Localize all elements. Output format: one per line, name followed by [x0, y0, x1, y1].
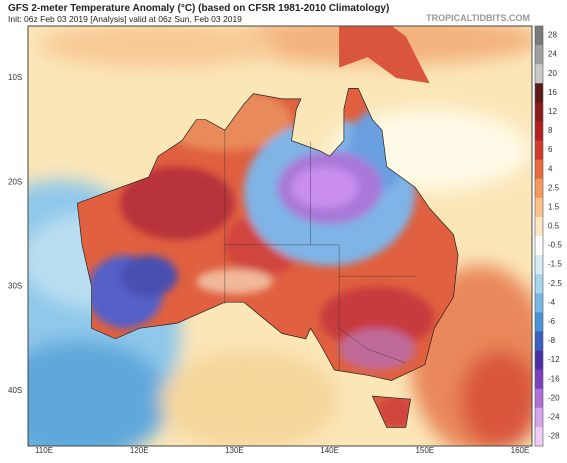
longitude-label: 130E — [225, 446, 244, 455]
colorbar-swatch — [535, 64, 543, 84]
colorbar-label: -20 — [548, 393, 560, 402]
colorbar-label: -2.5 — [548, 279, 562, 288]
anomaly-patch — [120, 166, 235, 240]
anomaly-patch — [120, 255, 178, 298]
longitude-label: 150E — [415, 446, 434, 455]
colorbar-swatch — [535, 102, 543, 122]
colorbar-label: 8 — [548, 126, 553, 135]
colorbar-label: 12 — [548, 107, 557, 116]
colorbar-swatch — [535, 255, 543, 275]
coastline — [76, 88, 459, 428]
colorbar-label: 6 — [548, 145, 553, 154]
colorbar-swatch — [535, 426, 543, 447]
colorbar-label: -1.5 — [548, 260, 562, 269]
colorbar-label: 20 — [548, 69, 557, 78]
land-blur — [86, 88, 435, 428]
latitude-label: 40S — [8, 386, 22, 395]
colorbar-label: 28 — [548, 31, 557, 40]
longitude-label: 140E — [320, 446, 339, 455]
anomaly-patch — [377, 396, 416, 428]
colorbar-label: -28 — [548, 432, 560, 441]
colorbar-label: -24 — [548, 412, 560, 421]
latitude-label: 30S — [8, 282, 22, 291]
colorbar-swatch — [535, 407, 543, 428]
map-frame — [27, 25, 533, 447]
state-border — [339, 328, 406, 363]
colorbar-swatch — [535, 140, 543, 161]
longitude-label: 120E — [130, 446, 149, 455]
anomaly-patch — [291, 166, 359, 209]
ocean-patch — [460, 350, 532, 446]
longitude-label: 160E — [511, 446, 530, 455]
colorbar-swatch — [535, 216, 543, 237]
colorbar-label: -0.5 — [548, 241, 562, 250]
new-guinea — [339, 26, 430, 84]
anomaly-patch — [320, 286, 435, 350]
colorbar-label: 2.5 — [548, 183, 560, 192]
map-area — [28, 26, 532, 446]
colorbar-label: -12 — [548, 355, 560, 364]
anomaly-patch — [339, 328, 416, 371]
colorbar-label: -6 — [548, 317, 556, 326]
state-border — [310, 141, 340, 371]
colorbar-label: 4 — [548, 164, 553, 173]
ocean-patch — [160, 350, 340, 446]
title: GFS 2-meter Temperature Anomaly (°C) (ba… — [8, 3, 389, 14]
ocean-patch — [28, 340, 170, 446]
colorbar-swatch — [535, 350, 543, 371]
longitude-label: 110E — [35, 446, 53, 455]
colorbar: 28 24 20 16 12 8 6 4 2.5 1.5 0.5 -0.5 -1.5 -2.5 -4 -6 -8… — [534, 25, 562, 447]
colorbar-swatch — [535, 45, 543, 65]
colorbar-swatch — [535, 26, 543, 46]
colorbar-label: 16 — [548, 88, 557, 97]
colorbar-label: 24 — [548, 50, 557, 59]
colorbar-swatch — [535, 236, 543, 256]
colorbar-swatch — [535, 274, 543, 294]
colorbar-swatch — [535, 178, 543, 199]
colorbar-label: -16 — [548, 374, 560, 383]
colorbar-swatch — [535, 369, 543, 390]
colorbar-label: -8 — [548, 336, 556, 345]
colorbar-swatch — [535, 159, 543, 180]
colorbar-label: 1.5 — [548, 202, 560, 211]
colorbar-swatch — [535, 197, 543, 218]
colorbar-swatch — [535, 83, 543, 103]
colorbar-swatch — [535, 293, 543, 313]
colorbar-swatch — [535, 331, 543, 352]
latitude-label: 10S — [8, 73, 22, 82]
subtitle: Init: 06z Feb 03 2019 [Analysis] valid a… — [8, 14, 242, 24]
anomaly-patch — [196, 268, 273, 294]
colorbar-swatch — [535, 388, 543, 409]
ocean-patch — [40, 26, 280, 67]
colorbar-swatch — [535, 121, 543, 142]
latitude-label: 20S — [8, 177, 22, 186]
colorbar-label: -4 — [548, 298, 556, 307]
colorbar-swatch — [535, 312, 543, 332]
colorbar-frame — [534, 25, 544, 447]
colorbar-label: 0.5 — [548, 222, 560, 231]
brand: TROPICALTIDBITS.COM — [426, 13, 530, 23]
land-field — [86, 88, 435, 428]
